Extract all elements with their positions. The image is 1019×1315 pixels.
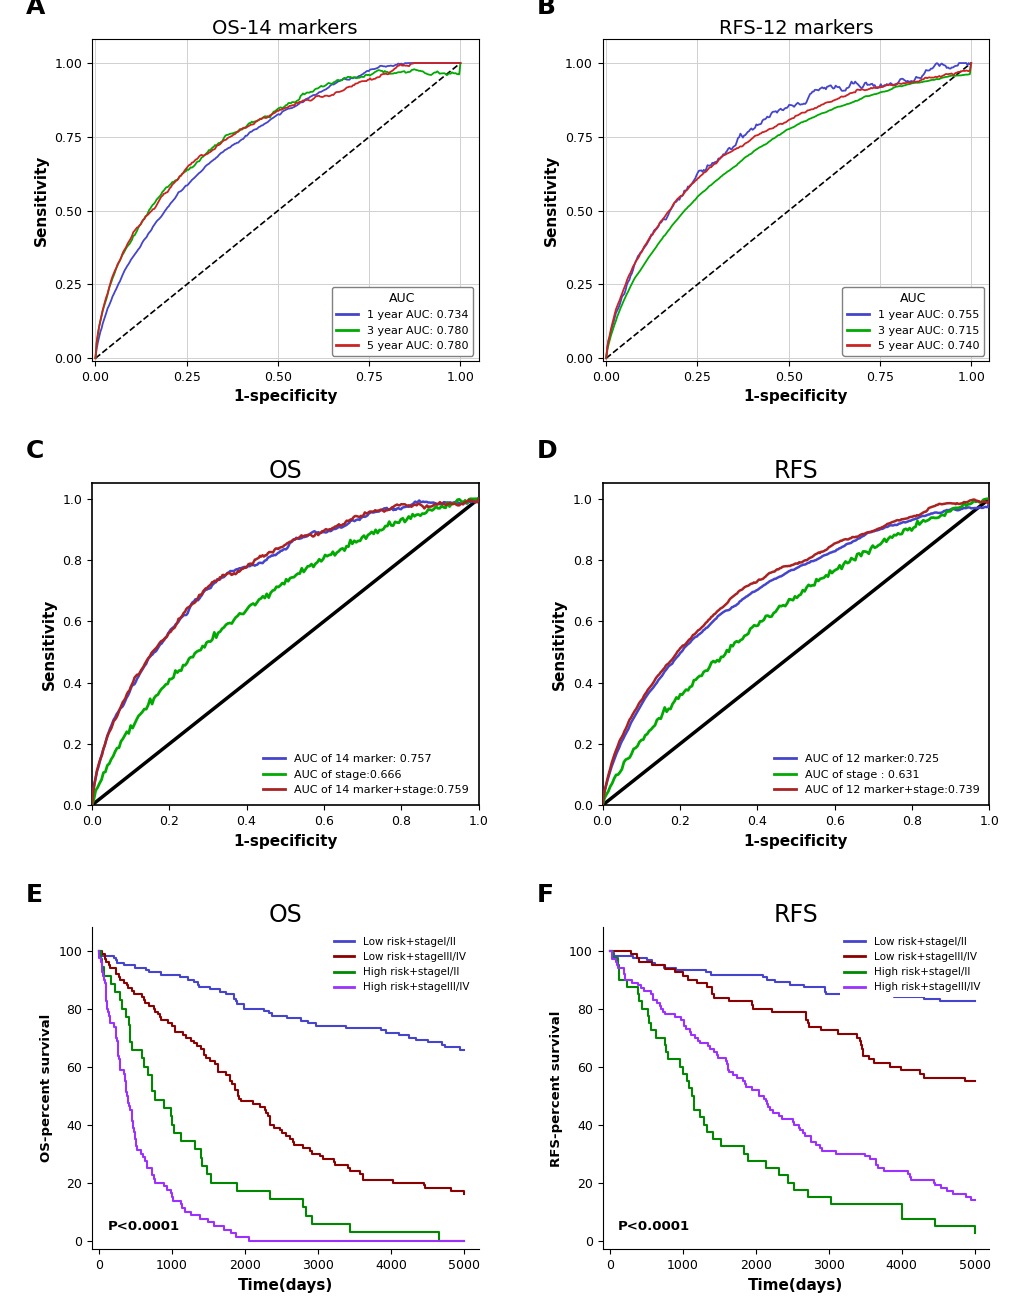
- Legend: 1 year AUC: 0.755, 3 year AUC: 0.715, 5 year AUC: 0.740: 1 year AUC: 0.755, 3 year AUC: 0.715, 5 …: [842, 287, 983, 355]
- Text: P<0.0001: P<0.0001: [618, 1220, 690, 1233]
- Text: F: F: [536, 882, 553, 907]
- X-axis label: Time(days): Time(days): [748, 1278, 843, 1293]
- Text: E: E: [26, 882, 43, 907]
- X-axis label: 1-specificity: 1-specificity: [743, 389, 848, 405]
- Y-axis label: Sensitivity: Sensitivity: [551, 598, 567, 690]
- Y-axis label: Sensitivity: Sensitivity: [42, 598, 56, 690]
- Y-axis label: RFS-percent survival: RFS-percent survival: [550, 1010, 562, 1166]
- Text: P<0.0001: P<0.0001: [107, 1220, 179, 1233]
- Legend: AUC of 12 marker:0.725, AUC of stage : 0.631, AUC of 12 marker+stage:0.739: AUC of 12 marker:0.725, AUC of stage : 0…: [768, 750, 983, 800]
- Title: RFS: RFS: [772, 459, 817, 483]
- X-axis label: 1-specificity: 1-specificity: [232, 389, 337, 405]
- Text: B: B: [536, 0, 555, 18]
- Text: D: D: [536, 439, 556, 463]
- Title: RFS-12 markers: RFS-12 markers: [718, 18, 872, 38]
- Legend: Low risk+stageI/II, Low risk+stageIII/IV, High risk+stageI/II, High risk+stageII: Low risk+stageI/II, Low risk+stageIII/IV…: [329, 932, 473, 997]
- Legend: Low risk+stageI/II, Low risk+stageIII/IV, High risk+stageI/II, High risk+stageII: Low risk+stageI/II, Low risk+stageIII/IV…: [840, 932, 983, 997]
- Text: C: C: [26, 439, 45, 463]
- Text: A: A: [26, 0, 46, 18]
- Y-axis label: OS-percent survival: OS-percent survival: [40, 1014, 53, 1162]
- Title: OS: OS: [268, 459, 302, 483]
- Legend: AUC of 14 marker: 0.757, AUC of stage:0.666, AUC of 14 marker+stage:0.759: AUC of 14 marker: 0.757, AUC of stage:0.…: [258, 750, 473, 800]
- X-axis label: Time(days): Time(days): [237, 1278, 332, 1293]
- Y-axis label: Sensitivity: Sensitivity: [34, 155, 49, 246]
- X-axis label: 1-specificity: 1-specificity: [743, 834, 848, 848]
- Legend: 1 year AUC: 0.734, 3 year AUC: 0.780, 5 year AUC: 0.780: 1 year AUC: 0.734, 3 year AUC: 0.780, 5 …: [331, 287, 473, 355]
- Title: OS: OS: [268, 903, 302, 927]
- Y-axis label: Sensitivity: Sensitivity: [544, 155, 558, 246]
- Title: RFS: RFS: [772, 903, 817, 927]
- Title: OS-14 markers: OS-14 markers: [212, 18, 358, 38]
- X-axis label: 1-specificity: 1-specificity: [232, 834, 337, 848]
